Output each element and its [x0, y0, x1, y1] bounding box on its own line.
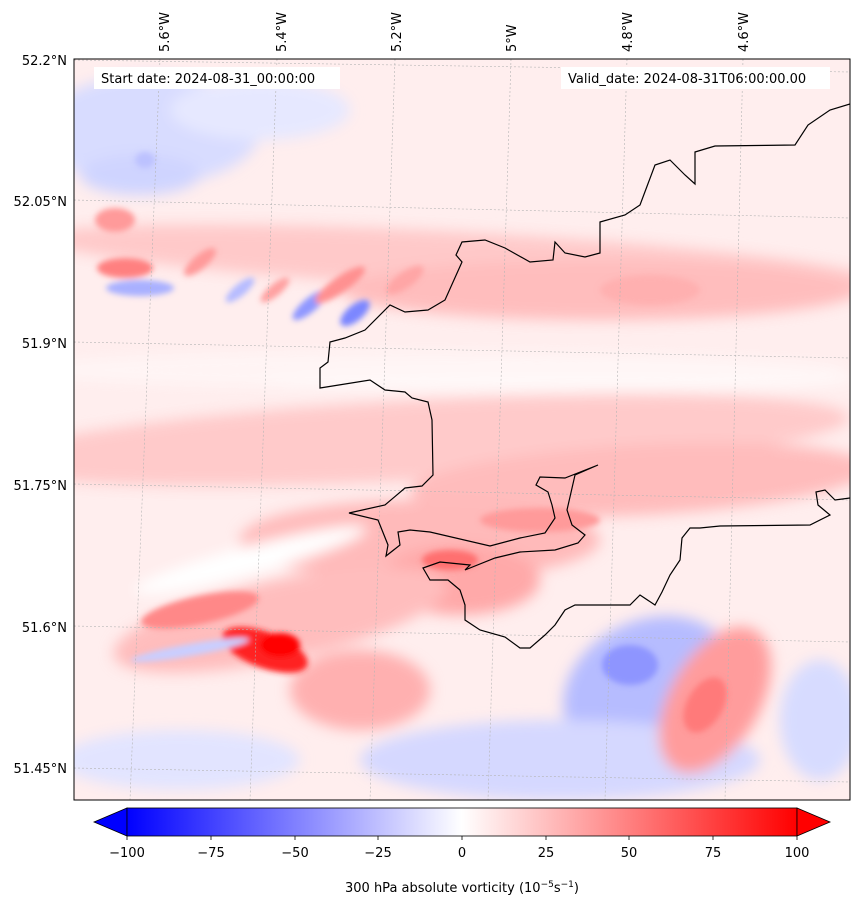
lon-label: 5.6°W	[158, 12, 173, 52]
colorbar-title-main: 300 hPa absolute vorticity (10	[345, 881, 541, 896]
lon-label: 5.2°W	[390, 12, 405, 52]
colorbar-tick-label: −25	[364, 846, 391, 861]
colorbar-gradient	[126, 807, 798, 837]
lat-label: 51.9°N	[22, 337, 67, 352]
lon-label: 5.4°W	[275, 12, 290, 52]
longitude-labels: 5.6°W 5.4°W 5.2°W 5°W 4.8°W 4.6°W	[158, 12, 752, 52]
start-date-text: Start date: 2024-08-31_00:00:00	[101, 72, 315, 87]
colorbar-title-exp1: −5	[541, 880, 554, 890]
lon-label: 4.6°W	[737, 12, 752, 52]
colorbar-tick-label: 100	[785, 846, 810, 861]
colorbar-title-unit: s	[554, 881, 561, 896]
colorbar-tick-label: −75	[197, 846, 224, 861]
lon-label: 4.8°W	[621, 12, 636, 52]
vorticity-field	[74, 75, 850, 800]
valid-date-text: Valid_date: 2024-08-31T06:00:00.00	[568, 72, 806, 87]
lat-label: 51.6°N	[22, 621, 67, 636]
colorbar: −100 −75 −50 −25 0 25 50 75 100 300 hPa …	[92, 807, 832, 896]
vorticity-cores	[95, 152, 727, 733]
map-frame	[73, 58, 851, 801]
colorbar-tick-label: 25	[538, 846, 555, 861]
colorbar-title-end: )	[574, 881, 579, 896]
start-date-box	[94, 67, 340, 89]
colorbar-tick-label: −50	[281, 846, 308, 861]
lat-label: 51.45°N	[14, 762, 67, 777]
graticule	[74, 59, 850, 800]
colorbar-low-extend	[92, 807, 128, 837]
lat-label: 52.05°N	[14, 195, 67, 210]
colorbar-title: 300 hPa absolute vorticity (10−5s−1)	[345, 880, 579, 896]
colorbar-tick-label: 0	[458, 846, 466, 861]
colorbar-title-exp2: −1	[561, 880, 574, 890]
coastline	[319, 103, 850, 649]
colorbar-tick-label: −100	[109, 846, 145, 861]
lat-label: 51.75°N	[14, 479, 67, 494]
valid-date-box	[561, 67, 830, 89]
colorbar-tick-label: 50	[621, 846, 638, 861]
latitude-labels: 52.2°N 52.05°N 51.9°N 51.75°N 51.6°N 51.…	[14, 54, 67, 777]
colorbar-high-extend	[796, 807, 832, 837]
map-panel: Start date: 2024-08-31_00:00:00 Valid_da…	[74, 59, 850, 800]
lat-label: 52.2°N	[22, 54, 67, 69]
lon-label: 5°W	[505, 24, 520, 52]
colorbar-tick-label: 75	[705, 846, 722, 861]
